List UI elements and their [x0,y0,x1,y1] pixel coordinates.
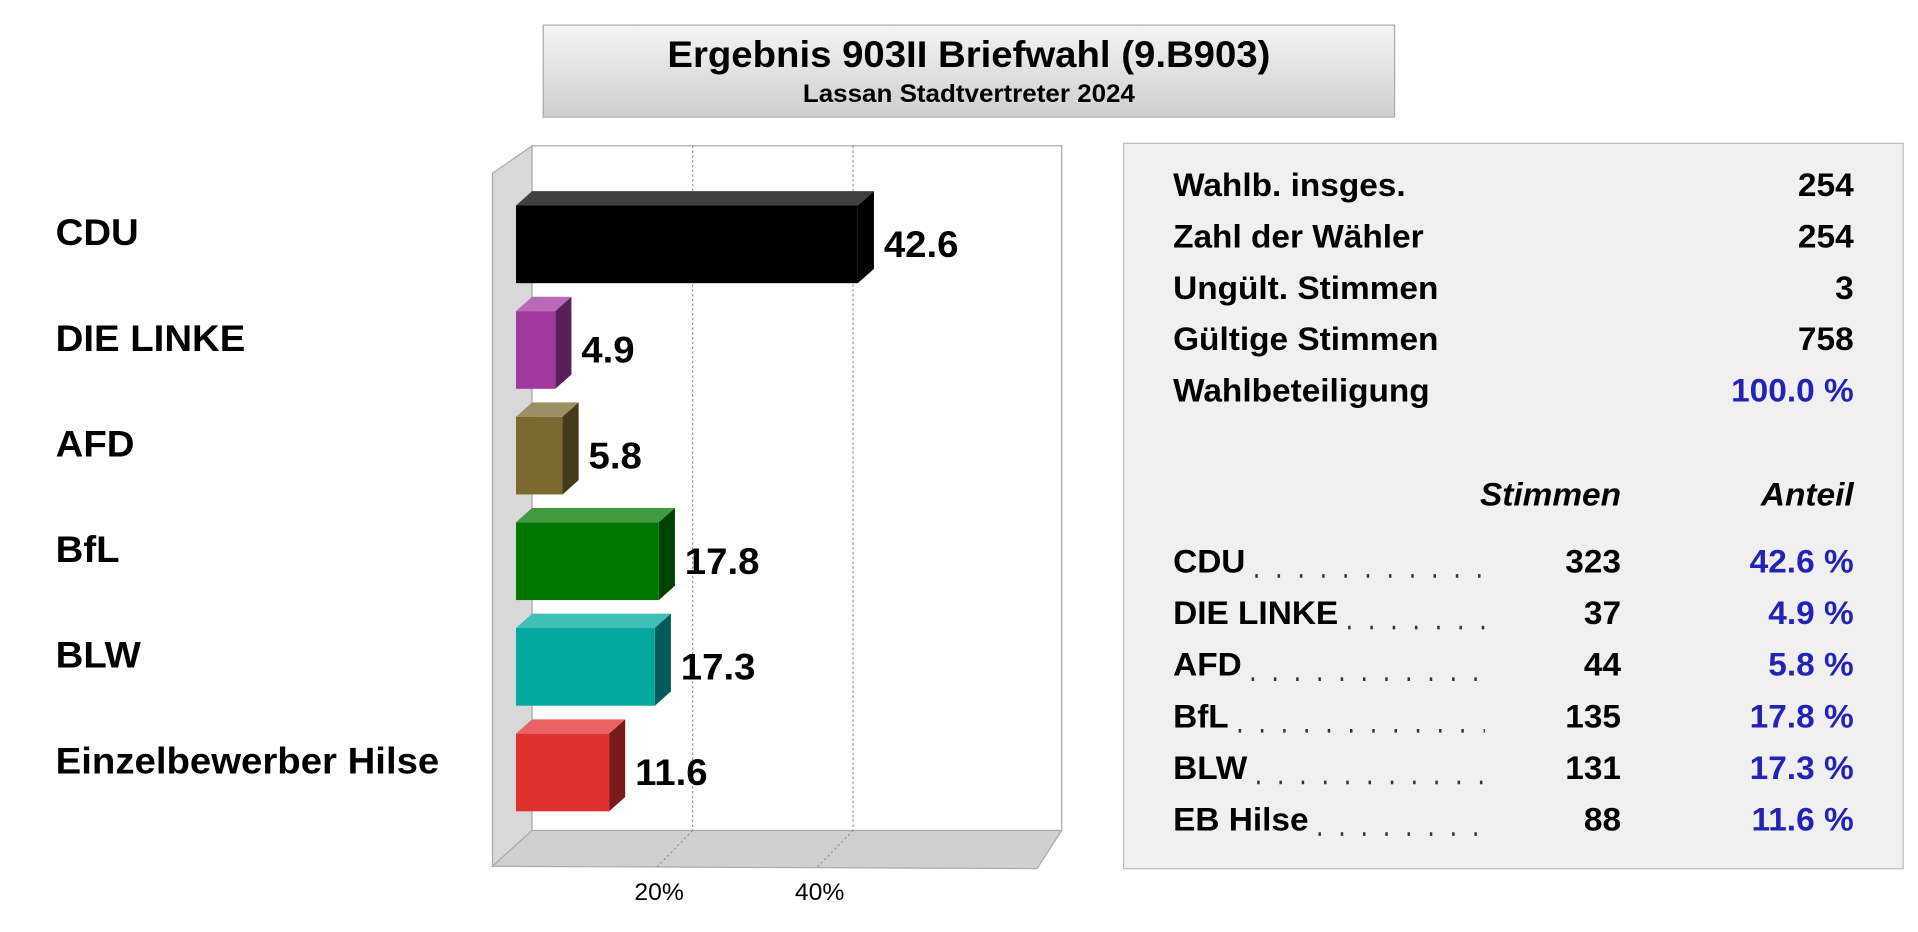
bar [516,628,655,706]
results-panel [1122,142,1904,870]
bar-top [516,508,675,523]
votes: 323 [1565,543,1621,579]
summary-label: Zahl der Wähler [1173,218,1424,254]
share: 4.9 % [1768,595,1853,631]
data-label: 17.8 [685,541,760,582]
bar-side [857,191,874,284]
votes: 88 [1584,801,1621,837]
party-name: AFD [1173,646,1242,682]
data-label: 5.8 [589,435,642,476]
category-label: BLW [56,634,142,675]
data-label: 42.6 [884,224,959,265]
category-label: DIE LINKE [56,317,246,358]
summary-label: Gültige Stimmen [1173,321,1438,357]
summary-label: Wahlb. insges. [1173,167,1406,203]
category-label: BfL [56,529,120,570]
bar-top [516,191,874,206]
summary-value: 254 [1798,167,1854,203]
summary-label: Ungült. Stimmen [1173,269,1438,305]
bar-side [555,296,572,389]
data-label: 4.9 [581,329,634,370]
bar [516,733,610,812]
data-label: 17.3 [681,646,756,687]
floor-grid-line [815,830,854,870]
bar-side [654,613,671,706]
bar-side [658,508,675,601]
votes: 44 [1584,646,1622,682]
summary-label: Wahlbeteiligung [1173,372,1430,408]
summary-value: 758 [1798,321,1854,357]
bar-top [516,402,579,417]
summary-value: 254 [1798,218,1854,254]
floor-grid-line [655,830,694,870]
category-label: Einzelbewerber Hilse [56,740,440,781]
column-header: Anteil [1760,476,1855,512]
floor [490,829,1063,870]
party-name: CDU [1173,543,1245,579]
share: 17.3 % [1750,750,1854,786]
share: 42.6 % [1750,543,1854,579]
column-header: Stimmen [1480,476,1621,512]
share: 11.6 % [1752,801,1854,837]
data-label: 11.6 [635,752,708,793]
party-name: DIE LINKE [1173,595,1338,631]
bar-side [562,402,579,495]
x-tick-label: 20% [634,879,684,906]
bar-top [516,296,572,312]
summary-value: 3 [1835,269,1854,305]
party-name: BfL [1173,698,1229,734]
party-name: EB Hilse [1173,801,1309,837]
party-name: BLW [1173,750,1247,786]
votes: 131 [1565,750,1621,786]
bar [516,311,556,389]
bar-side [609,719,626,812]
bar [516,416,563,495]
title-box [542,24,1396,118]
category-label: AFD [56,423,135,464]
votes: 135 [1565,698,1621,734]
share: 5.8 % [1768,646,1853,682]
chart-title: Ergebnis 903II Briefwahl (9.B903) [667,34,1270,75]
chart-subtitle: Lassan Stadtvertreter 2024 [803,81,1136,109]
summary-value: 100.0 % [1731,372,1854,408]
category-label: CDU [56,212,139,253]
bar [516,522,659,601]
votes: 37 [1584,595,1621,631]
bar [516,205,858,284]
share: 17.8 % [1750,698,1854,734]
x-tick-label: 40% [795,879,845,906]
bar-top [516,719,626,734]
bar-top [516,613,671,629]
